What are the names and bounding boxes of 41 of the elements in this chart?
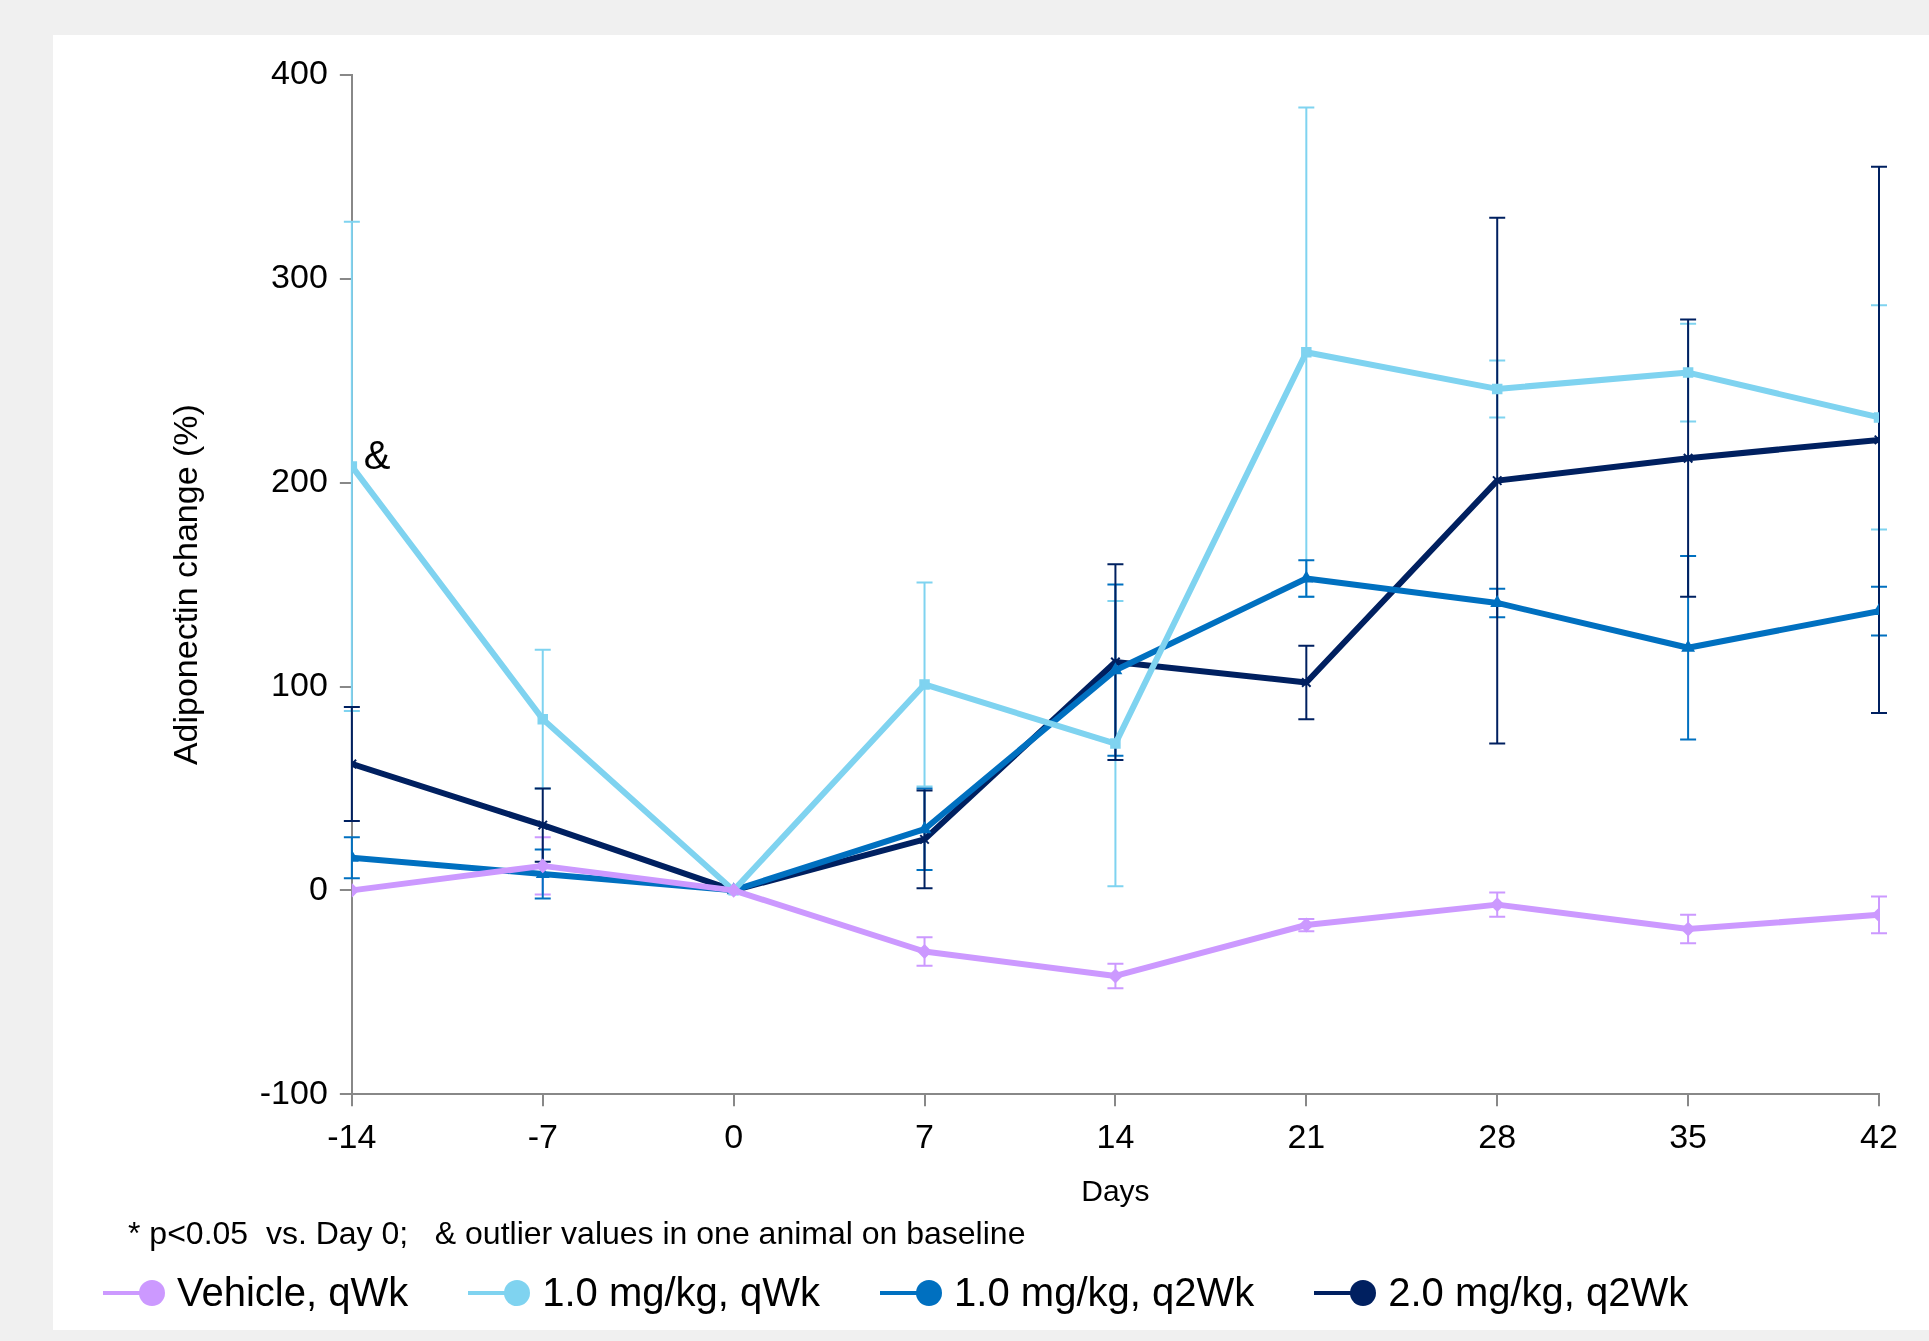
point [1109,663,1122,675]
x-tick-label: -7 [527,1116,558,1155]
y-tick-label: 400 [271,53,328,92]
point [537,713,548,725]
y-axis-title: Adiponectin change (%) [165,404,204,766]
point [1301,346,1312,358]
x-axis-title: Days [1081,1174,1150,1208]
y-tick-label: 100 [271,664,328,703]
point [1490,897,1505,912]
x-tick-label: 21 [1287,1116,1326,1155]
point [1110,738,1121,749]
point [919,679,930,690]
y-tick-label: 300 [271,257,328,296]
point [1301,677,1312,688]
x-tick-label: 14 [1096,1116,1135,1155]
point [919,834,930,845]
text: * p<0.05 vs. Day 0; & outlier values in one animal on baseline [128,1215,1026,1252]
x-tick-label: 42 [1860,1116,1898,1155]
point [1682,367,1694,378]
point [917,944,932,959]
point [1682,452,1694,464]
point [1491,475,1503,486]
point [537,819,548,831]
x-tick-label: 0 [724,1116,744,1155]
point [1681,640,1695,652]
annotation: & [363,433,391,478]
y-tick-label: 200 [271,461,328,500]
legend-label: Vehicle, qWk [177,1270,409,1315]
legend-label: 1.0 mg/kg, q2Wk [954,1270,1255,1315]
legend-label: 1.0 mg/kg, qWk [542,1270,821,1315]
point [535,858,550,873]
x-tick-label: -14 [327,1116,377,1155]
x-tick-label: 7 [915,1116,934,1155]
point [918,822,931,834]
y-tick-label: -100 [259,1072,328,1111]
legend-label: 2.0 mg/kg, q2Wk [1388,1270,1689,1315]
x-tick-label: 35 [1669,1116,1708,1155]
point [1491,383,1503,395]
point [1108,968,1123,983]
x-tick-label: 28 [1478,1116,1517,1155]
y-tick-label: 0 [308,868,328,907]
